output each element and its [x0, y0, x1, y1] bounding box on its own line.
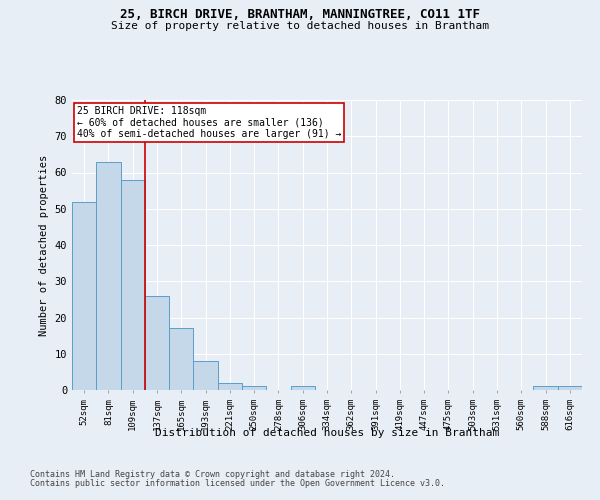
- Bar: [193, 361, 218, 390]
- Bar: [218, 383, 242, 390]
- Bar: [169, 328, 193, 390]
- Text: Contains HM Land Registry data © Crown copyright and database right 2024.: Contains HM Land Registry data © Crown c…: [30, 470, 395, 479]
- Text: 25, BIRCH DRIVE, BRANTHAM, MANNINGTREE, CO11 1TF: 25, BIRCH DRIVE, BRANTHAM, MANNINGTREE, …: [120, 8, 480, 20]
- Bar: [533, 386, 558, 390]
- Bar: [558, 386, 582, 390]
- Bar: [242, 386, 266, 390]
- Text: Distribution of detached houses by size in Brantham: Distribution of detached houses by size …: [155, 428, 499, 438]
- Text: Size of property relative to detached houses in Brantham: Size of property relative to detached ho…: [111, 21, 489, 31]
- Y-axis label: Number of detached properties: Number of detached properties: [39, 154, 49, 336]
- Text: Contains public sector information licensed under the Open Government Licence v3: Contains public sector information licen…: [30, 479, 445, 488]
- Text: 25 BIRCH DRIVE: 118sqm
← 60% of detached houses are smaller (136)
40% of semi-de: 25 BIRCH DRIVE: 118sqm ← 60% of detached…: [77, 106, 341, 139]
- Bar: [72, 202, 96, 390]
- Bar: [290, 386, 315, 390]
- Bar: [121, 180, 145, 390]
- Bar: [145, 296, 169, 390]
- Bar: [96, 162, 121, 390]
